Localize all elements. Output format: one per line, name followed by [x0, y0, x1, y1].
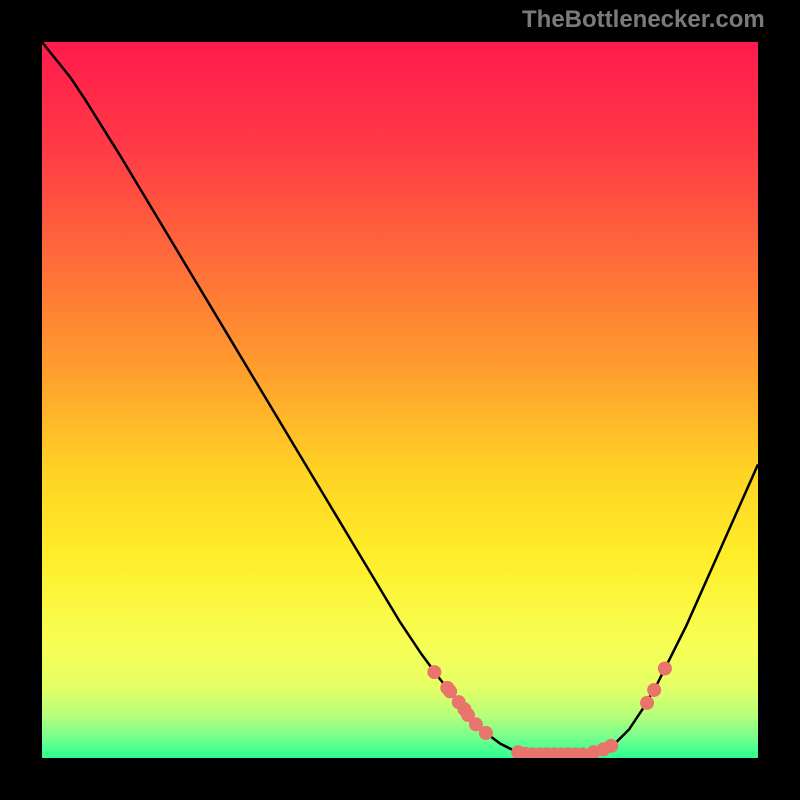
data-marker: [658, 662, 672, 676]
gradient-background: [42, 42, 758, 758]
data-marker: [479, 726, 493, 740]
watermark-text: TheBottlenecker.com: [522, 6, 765, 34]
data-marker: [604, 739, 618, 753]
data-marker: [647, 683, 661, 697]
data-marker: [640, 696, 654, 710]
chart-container: TheBottlenecker.com: [0, 0, 800, 800]
plot-svg: [42, 42, 758, 758]
plot-area: [42, 42, 758, 758]
data-marker: [427, 665, 441, 679]
